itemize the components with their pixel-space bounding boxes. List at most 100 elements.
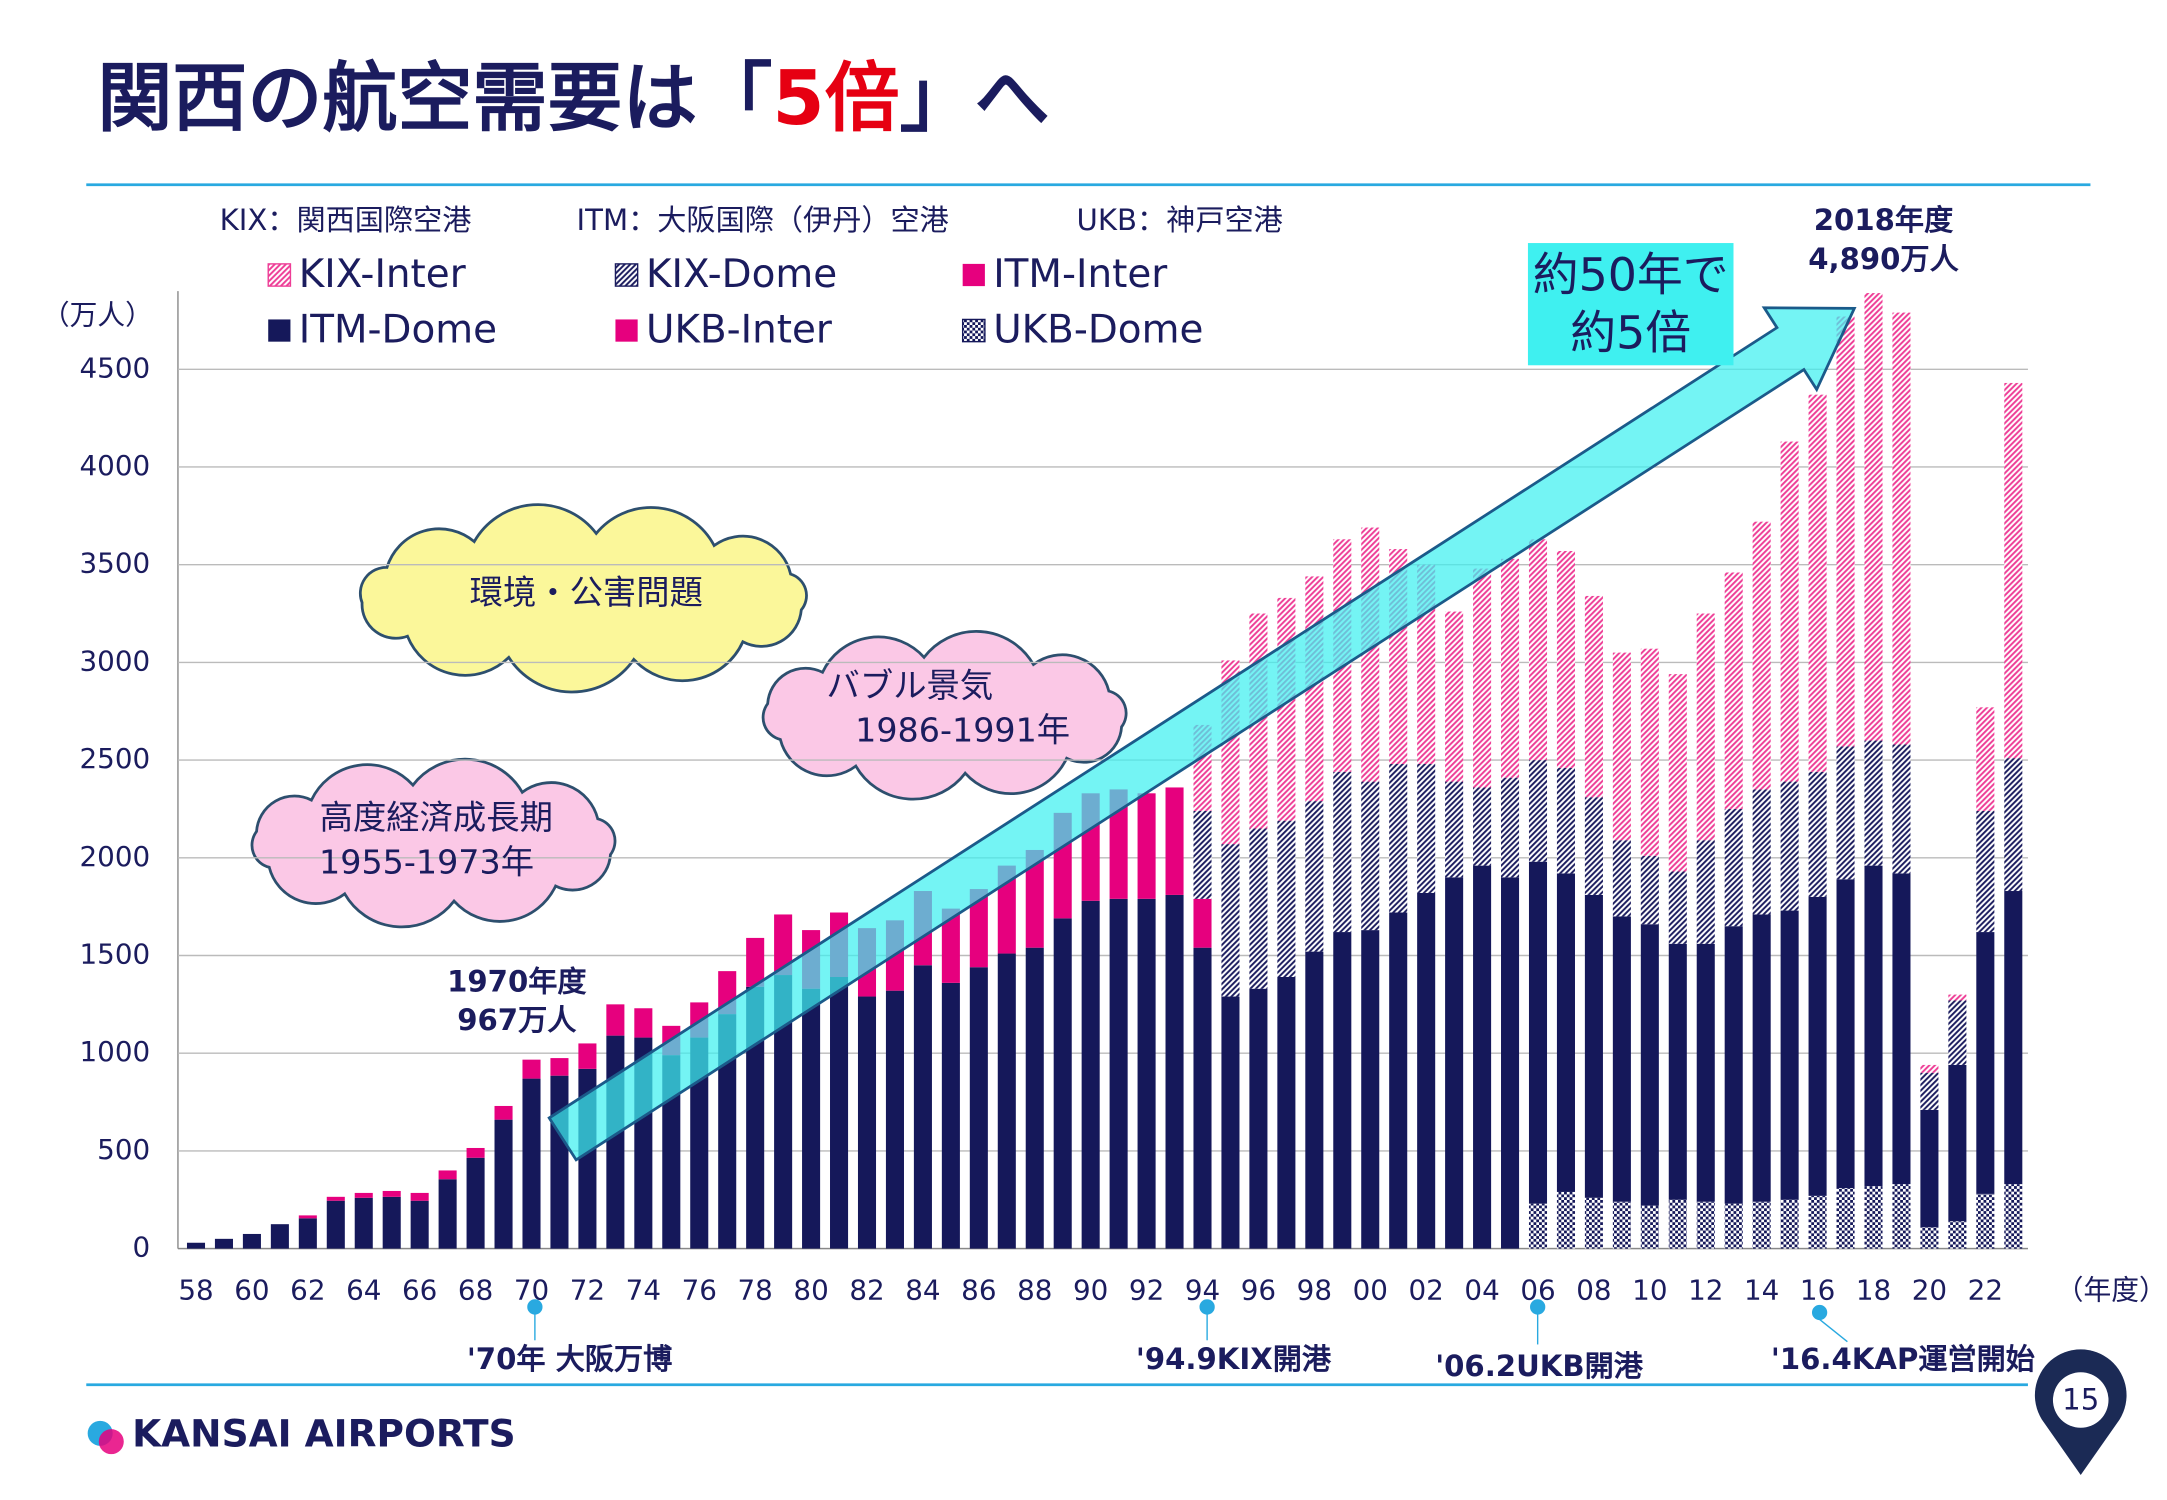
note: ITM：大阪国際（伊丹）空港 [577,203,949,237]
bar [1976,707,1995,811]
bar [1724,926,1743,1204]
bar [885,990,904,1249]
bar [1752,521,1771,790]
bar [1836,746,1855,880]
y-tick-label: 4000 [79,449,150,482]
bar [1668,674,1687,872]
bar [1277,597,1296,821]
legend-label: ITM-Dome [299,307,497,352]
annotation: 967万人 [457,1003,577,1037]
x-tick-label: 64 [346,1274,381,1307]
bar [606,1004,625,1036]
y-tick-label: 3500 [79,547,150,580]
event-label: '70年 大阪万博 [467,1342,672,1376]
bar [1361,781,1380,931]
bar [1221,844,1240,997]
bar [1892,1184,1911,1249]
x-tick-label: 60 [234,1274,269,1307]
cloud-text: 1986-1991年 [855,710,1070,749]
bar [1836,1188,1855,1249]
bar [1808,394,1827,772]
y-tick-label: 2500 [79,742,150,775]
bar [913,965,932,1249]
bar [1864,1186,1883,1249]
bar [242,1233,261,1249]
bar [298,1218,317,1249]
x-tick-label: 86 [961,1274,996,1307]
bar [1528,539,1548,761]
event-label: '06.2UKB開港 [1435,1349,1644,1383]
cloud [359,503,808,694]
bar [1780,1199,1799,1249]
bar [634,1008,653,1038]
bar [1892,312,1911,745]
legend-label: ITM-Inter [993,252,1167,297]
bar [1417,763,1436,893]
bar [1864,293,1883,741]
bar [1584,894,1603,1198]
title-part: 」へ [900,53,1050,141]
bar [1780,781,1799,911]
bar [1892,744,1911,874]
bar [1165,894,1184,1249]
legend-swatch [267,263,292,287]
bar [997,865,1016,954]
bar [1584,797,1603,895]
title-part: 関西の航空需要は「 [97,53,772,141]
bar [1221,996,1240,1249]
x-tick-label: 82 [849,1274,884,1307]
bar [1948,1064,1967,1222]
bar [1808,896,1827,1196]
trend-arrow [547,306,1857,1162]
title-highlight: 5倍 [772,53,899,141]
bar [1836,316,1855,747]
bar [1948,1000,1967,1065]
bar [1333,771,1352,933]
bar [1612,916,1631,1202]
bar [1976,810,1995,933]
logo-icon [87,1420,124,1455]
bar [1696,1201,1715,1249]
cloud-text: バブル景気 [827,666,994,705]
y-tick-label: 4500 [79,351,150,384]
bar [746,986,765,1249]
bar [1417,892,1436,1249]
bar [774,914,793,976]
bar [690,1037,709,1249]
legend-label: UKB-Inter [646,307,832,352]
bar [1640,924,1659,1206]
bar [1696,613,1715,841]
legend-label: UKB-Dome [993,307,1203,352]
bar [494,1119,513,1249]
bar [941,908,960,983]
bar [1081,900,1100,1249]
bar [410,1192,429,1201]
bar [1333,932,1352,1249]
cloud-text: 1955-1973年 [319,842,534,881]
bar [606,1035,625,1249]
bar [1501,777,1520,878]
bar [1556,767,1575,874]
bar [1193,947,1212,1249]
event-label: '94.9KIX開港 [1136,1342,1332,1376]
bar [466,1147,485,1158]
bar [1445,877,1464,1249]
bar [1277,820,1296,977]
bar [1249,828,1268,989]
bar [1640,1205,1659,1249]
annotation: 1970年度 [447,964,587,998]
x-tick-label: 76 [682,1274,717,1307]
bar [1808,1195,1827,1249]
bar [438,1170,457,1180]
x-tick-label: 18 [1856,1274,1891,1307]
bar [326,1200,345,1249]
y-tick-label: 0 [132,1231,150,1264]
bar [1556,551,1575,768]
bar [1277,976,1296,1249]
trend-text: 約50年で [1533,247,1729,301]
bar [2004,891,2023,1185]
bar [2004,1184,2023,1249]
bar [774,975,793,1249]
x-tick-label: 98 [1297,1274,1332,1307]
